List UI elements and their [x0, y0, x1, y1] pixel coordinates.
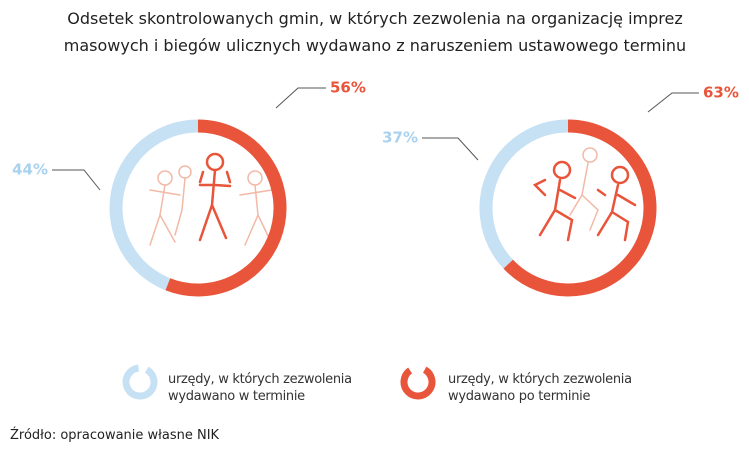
- leader-line: [52, 169, 101, 191]
- value-label: 56%: [330, 79, 366, 97]
- value-label: 63%: [703, 84, 739, 102]
- leader-line: [647, 92, 699, 113]
- legend-icon: [122, 364, 158, 400]
- legend-icon: [400, 366, 436, 400]
- donut-segment: [165, 119, 287, 297]
- value-label: 44%: [12, 161, 48, 179]
- leader-line: [275, 87, 326, 109]
- chart-title: Odsetek skontrolowanych gmin, w których …: [63, 9, 687, 55]
- donut-segment: [479, 119, 569, 269]
- legend-label: urzędy, w których zezwolenia wydawano po…: [448, 372, 632, 404]
- icon-runners: [532, 147, 637, 242]
- donut-segment: [503, 119, 657, 297]
- donut-segment: [109, 119, 199, 291]
- legend-label: urzędy, w których zezwolenia wydawano w …: [168, 372, 352, 404]
- value-label: 37%: [382, 129, 418, 147]
- source: Źródło: opracowanie własne NIK: [10, 428, 220, 443]
- leader-line: [422, 137, 479, 161]
- icon-crowd: [149, 152, 273, 246]
